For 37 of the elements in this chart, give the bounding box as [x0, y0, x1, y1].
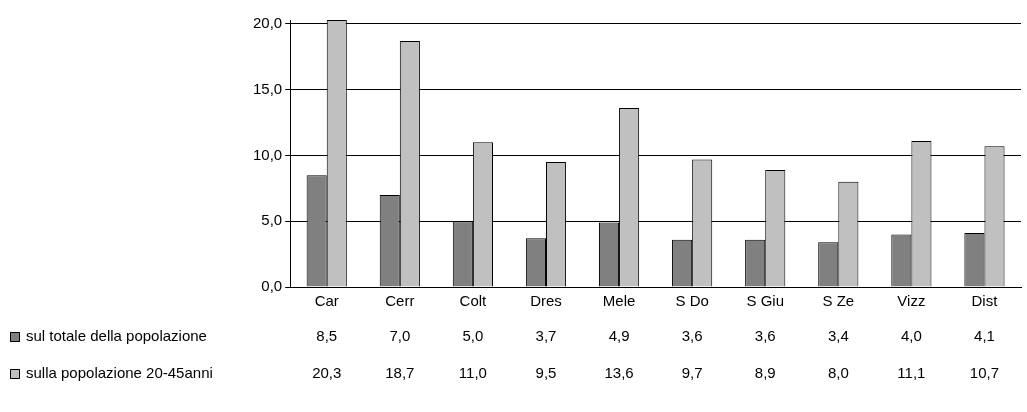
data-label: 4,9: [608, 327, 630, 345]
data-label: 9,7: [681, 364, 703, 382]
data-label: 20,3: [312, 364, 342, 382]
x-tick-label: Colt: [459, 292, 488, 310]
data-label: 3,6: [754, 327, 776, 345]
data-label: 3,4: [827, 327, 849, 345]
data-label: 13,6: [604, 364, 634, 382]
data-label: 8,0: [827, 364, 849, 382]
legend-label: sulla popolazione 20-45anni: [26, 364, 213, 382]
legend-label: sul totale della popolazione: [26, 327, 207, 345]
y-tick-label: 20,0: [252, 14, 283, 32]
y-tick-label: 10,0: [252, 145, 283, 163]
data-label: 7,0: [389, 327, 411, 345]
y-tick-label: 15,0: [252, 79, 283, 97]
x-tick-label: Dres: [530, 292, 562, 310]
data-label: 5,0: [462, 327, 484, 345]
data-label: 18,7: [385, 364, 415, 382]
data-label: 8,9: [754, 364, 776, 382]
data-label: 9,5: [535, 364, 557, 382]
data-label: 3,7: [535, 327, 557, 345]
x-tick-label: Mele: [602, 292, 636, 310]
x-tick-label: S Ze: [822, 292, 855, 310]
data-label: 4,0: [900, 327, 922, 345]
data-label: 10,7: [969, 364, 1000, 382]
data-label: 4,1: [974, 327, 995, 345]
data-label: 3,6: [681, 327, 703, 345]
y-tick-label: 5,0: [261, 211, 283, 229]
x-tick-label: Car: [314, 292, 339, 310]
x-tick-label: Cerr: [385, 292, 415, 310]
data-label: 11,1: [897, 364, 926, 382]
y-tick-label: 0,0: [261, 277, 283, 295]
data-label: 8,5: [316, 327, 338, 345]
x-tick-label: S Giu: [746, 292, 784, 310]
data-label: 11,0: [458, 364, 487, 382]
x-tick-label: S Do: [675, 292, 709, 310]
x-tick-label: Vizz: [897, 292, 926, 310]
x-tick-label: Dist: [971, 292, 999, 310]
